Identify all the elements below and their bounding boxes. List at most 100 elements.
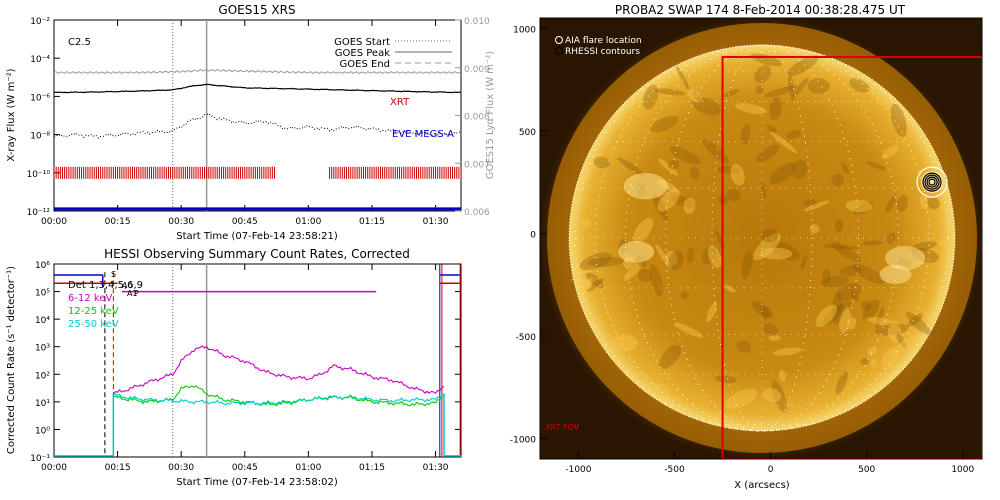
swap-ytick-label: 1000: [513, 25, 536, 35]
goes-y2tick-label: 0.008: [464, 113, 490, 123]
sun-texture-patch: [715, 375, 737, 384]
goes-xtick-label: 01:00: [295, 217, 321, 227]
goes-ytick-label: 10⁻¹⁰: [27, 170, 51, 180]
sun-texture-patch: [725, 388, 758, 410]
sun-texture-patch: [831, 173, 844, 187]
xrt-fov-label: XRT FOV: [545, 423, 580, 432]
sun-texture-patch: [896, 333, 907, 349]
active-region: [879, 264, 912, 284]
sun-texture-patch: [753, 64, 772, 84]
attenuator-label-a1: A1: [127, 289, 138, 298]
hessi-xtick-label: 01:30: [423, 463, 449, 473]
sun-texture-patch: [875, 307, 885, 329]
grid-longitude: [575, 44, 949, 432]
sun-texture-patch: [870, 358, 878, 367]
sun-texture-patch: [839, 304, 850, 334]
sun-texture-patch: [730, 163, 745, 186]
legend-aia: AIA flare location: [565, 36, 642, 46]
sun-texture-patch: [769, 162, 797, 185]
sun-texture-patch: [866, 317, 902, 327]
hessi-title: HESSI Observing Summary Count Rates, Cor…: [104, 247, 410, 261]
goes-lya-line: [54, 68, 461, 75]
swap-y-ticks: 1000 500 0 -500 -1000: [510, 25, 547, 445]
swap-xtick-label: -1000: [565, 465, 591, 475]
sun-texture-patch: [867, 346, 878, 357]
goes-ytick-label: 10⁻¹²: [27, 208, 51, 218]
sun-texture-patch: [668, 250, 684, 271]
goes-xtick-label: 00:45: [232, 217, 258, 227]
sun-texture-patch: [586, 277, 592, 288]
sun-texture-patch: [800, 254, 808, 271]
sun-texture-patch: [654, 88, 686, 96]
sun-texture-patch: [778, 370, 786, 382]
sun-texture-patch: [578, 276, 594, 294]
sun-texture-patch: [759, 247, 793, 260]
goes-y2label: GOES15 Lyα Flux (W m⁻²): [485, 51, 496, 179]
legend-goes-start: GOES Start: [334, 37, 390, 48]
goes-xtick-label: 01:15: [359, 217, 385, 227]
sun-texture-patch: [637, 268, 653, 283]
goes-short-channel-line: [54, 112, 461, 139]
rhessi-contour: [924, 174, 940, 190]
hessi-ytick-label: 10⁰: [35, 426, 50, 436]
sun-texture-patch: [570, 263, 601, 281]
sun-texture-patch: [683, 197, 696, 214]
goes-y2tick-label: 0.009: [464, 65, 490, 75]
sun-texture-patch: [787, 72, 795, 101]
goes-y2tick-label: 0.010: [464, 17, 490, 27]
sun-texture-patch: [927, 196, 940, 210]
sun-texture-patch: [689, 166, 700, 180]
swap-ytick-label: 500: [519, 128, 536, 138]
attenuator-label-s: S: [111, 270, 116, 279]
sun-texture-patch: [885, 196, 896, 213]
sun-texture: [570, 53, 953, 413]
sun-texture-patch: [891, 334, 917, 355]
sun-texture-patch: [652, 193, 668, 221]
sun-texture-patch: [755, 85, 764, 95]
sun-texture-patch: [667, 160, 680, 170]
sun-texture-patch: [687, 246, 695, 264]
sun-texture-patch: [674, 322, 704, 338]
attenuator-label-p: P: [134, 289, 139, 298]
sun-texture-patch: [655, 244, 672, 270]
hessi-plot-frame: [53, 263, 462, 458]
legend-rhessi-marker: [555, 47, 563, 55]
sun-texture-patch: [675, 64, 690, 91]
sun-texture-patch: [644, 382, 670, 394]
legend-25-50: 25-50 keV: [68, 319, 119, 330]
sun-texture-patch: [707, 245, 722, 268]
sun-texture-patch: [610, 334, 638, 351]
xrt-label: XRT: [390, 97, 410, 108]
swap-plot-frame: [539, 17, 983, 460]
goes-xtick-label: 00:00: [41, 217, 67, 227]
sun-texture-patch: [586, 272, 604, 289]
sun-texture-patch: [809, 224, 820, 234]
swap-panel: PROBA2 SWAP 174 8-Feb-2014 00:38:28.475 …: [510, 3, 983, 491]
rhessi-contour: [928, 178, 936, 186]
sun-texture-patch: [847, 316, 857, 330]
sun-texture-patch: [750, 300, 774, 319]
goes-xtick-label: 00:15: [105, 217, 131, 227]
hessi-ytick-label: 10⁴: [35, 316, 50, 326]
hessi-xtick-label: 01:15: [359, 463, 385, 473]
sun-texture-patch: [890, 103, 907, 137]
sun-texture-patch: [671, 195, 697, 208]
hessi-xtick-label: 00:30: [168, 463, 194, 473]
hessi-xlabel: Start Time (07-Feb-14 23:58:02): [176, 477, 338, 488]
sun-texture-patch: [852, 263, 885, 284]
sun-texture-patch: [860, 357, 869, 366]
active-region: [885, 245, 926, 270]
goes-y2-ticks: 0.010 0.009 0.008 0.007 0.006: [455, 17, 490, 218]
grid-longitude: [665, 44, 859, 432]
sun-texture-patch: [761, 307, 770, 320]
sun-texture-patch: [723, 89, 740, 98]
sun-texture-patch: [657, 188, 680, 212]
swap-ytick-label: -500: [516, 333, 537, 343]
heliographic-grid: [569, 44, 955, 432]
sun-texture-patch: [822, 244, 859, 250]
sun-texture-patch: [881, 348, 899, 369]
sun-texture-patch: [815, 304, 837, 328]
goes-ytick-label: 10⁻²: [30, 17, 50, 27]
legend-rhessi: RHESSI contours: [565, 47, 640, 57]
